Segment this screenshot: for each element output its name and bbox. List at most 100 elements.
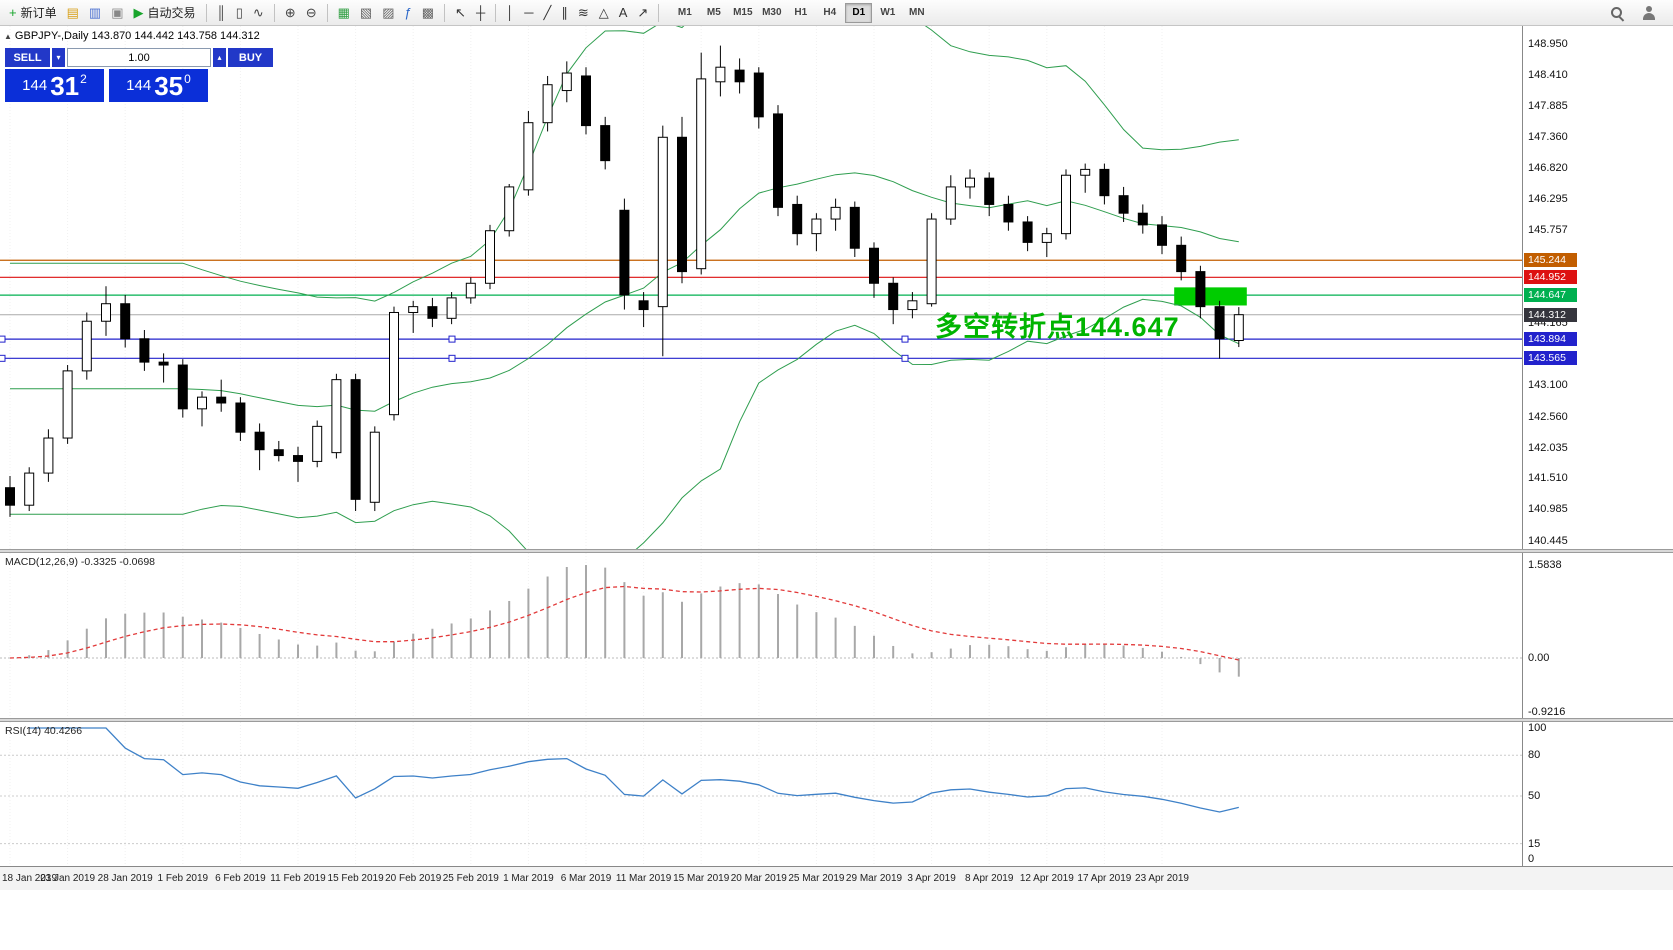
macd-axis: 1.5838 0.00 -0.9216 xyxy=(1522,553,1673,718)
channel-icon: ∥ xyxy=(561,5,568,20)
date-label: 20 Feb 2019 xyxy=(385,873,442,884)
bollinger-lower-band xyxy=(10,298,1240,549)
fibonacci-icon[interactable]: ≋ xyxy=(574,3,593,23)
macd-signal-line xyxy=(9,585,1239,661)
rsi-label: RSI(14) 40.4266 xyxy=(5,725,83,737)
new-order-button[interactable]: + 新订单 xyxy=(5,3,61,23)
timeframe-h4[interactable]: H4 xyxy=(823,7,837,18)
timeframe-h1[interactable]: H1 xyxy=(794,7,808,18)
toolbar-separator xyxy=(326,3,328,22)
sell-price[interactable]: 144 31 2 xyxy=(5,69,104,102)
line-handle[interactable] xyxy=(448,335,456,343)
timeframe-m1[interactable]: M1 xyxy=(677,7,692,18)
search-icon[interactable] xyxy=(1609,5,1625,21)
zoom-in-icon[interactable]: ⊕ xyxy=(281,3,300,23)
auto-trading-button[interactable]: ▶ 自动交易 xyxy=(130,3,200,23)
arrange-windows-icon[interactable]: ▨ xyxy=(378,3,398,23)
cascade-windows-icon[interactable]: ▧ xyxy=(356,3,376,23)
panel-separator[interactable] xyxy=(0,549,1673,553)
arrange-windows-icon: ▨ xyxy=(382,5,395,20)
buy-price[interactable]: 144 35 0 xyxy=(109,69,208,102)
new-order-icon: + xyxy=(9,5,17,20)
zoom-out-icon: ⊖ xyxy=(305,5,317,20)
highlight-rectangle[interactable] xyxy=(1174,287,1247,306)
macd-scale-label: 1.5838 xyxy=(1528,559,1562,572)
navigator-icon: ▥ xyxy=(88,5,102,20)
price-level-badge: 143.894 xyxy=(1524,332,1577,347)
price-tick: 146.295 xyxy=(1528,192,1568,205)
price-tick: 148.950 xyxy=(1528,37,1568,50)
buy-price-sup: 0 xyxy=(184,71,191,86)
account-icon[interactable] xyxy=(1641,5,1657,21)
toolbar-separator xyxy=(273,3,275,22)
volume-input[interactable] xyxy=(67,48,211,67)
tile-windows-icon: ▦ xyxy=(337,5,350,20)
tile-windows-icon[interactable]: ▦ xyxy=(334,3,354,23)
text-label-icon[interactable]: A xyxy=(615,3,632,23)
price-level-badge: 143.565 xyxy=(1524,351,1577,366)
bar-chart-icon[interactable]: ║ xyxy=(213,3,230,23)
line-handle[interactable] xyxy=(0,354,6,362)
crosshair-icon[interactable]: ┼ xyxy=(472,3,489,23)
terminal-icon[interactable]: ▣ xyxy=(107,3,127,23)
zoom-out-icon[interactable]: ⊖ xyxy=(302,3,321,23)
sell-price-sup: 2 xyxy=(80,71,87,86)
channel-icon[interactable]: ∥ xyxy=(557,3,572,23)
trendline-icon[interactable]: ╱ xyxy=(540,3,556,23)
timeframe-w1[interactable]: W1 xyxy=(880,7,896,18)
indicators-icon[interactable]: ƒ xyxy=(401,3,416,23)
timeframe-m15[interactable]: M15 xyxy=(733,7,753,18)
line-handle[interactable] xyxy=(0,335,6,343)
chart-window-icon[interactable]: ▤ xyxy=(63,3,83,23)
bar-chart-icon: ║ xyxy=(216,5,226,20)
date-label: 1 Mar 2019 xyxy=(503,873,554,884)
new-order-button-label: 新订单 xyxy=(20,6,57,20)
time-axis: 18 Jan 2019 23 Jan 2019 28 Jan 2019 1 Feb 2… xyxy=(0,866,1673,890)
date-label: 23 Jan 2019 xyxy=(40,873,96,884)
timeframe-mn[interactable]: MN xyxy=(909,7,925,18)
price-tick: 147.360 xyxy=(1528,130,1568,143)
shapes-icon[interactable]: △ xyxy=(595,3,613,23)
navigator-icon[interactable]: ▥ xyxy=(85,3,105,23)
timeframe-d1[interactable]: D1 xyxy=(845,2,873,23)
date-label: 20 Mar 2019 xyxy=(730,873,787,884)
sell-price-big: 31 xyxy=(50,70,80,101)
line-handle[interactable] xyxy=(901,354,909,362)
indicators-icon: ƒ xyxy=(404,5,412,20)
templates-icon[interactable]: ▩ xyxy=(418,3,438,23)
date-label: 8 Apr 2019 xyxy=(965,873,1014,884)
toolbar-separator xyxy=(205,3,207,22)
line-handle[interactable] xyxy=(448,354,456,362)
arrow-tool-icon[interactable]: ↗ xyxy=(633,3,652,23)
line-chart-icon[interactable]: ∿ xyxy=(249,3,268,23)
buy-button[interactable]: BUY xyxy=(228,48,273,67)
line-handle[interactable] xyxy=(901,335,909,343)
macd-panel: MACD(12,26,9) -0.3325 -0.0698 1.5838 0.00… xyxy=(0,553,1673,718)
price-tick: 147.885 xyxy=(1528,100,1568,113)
vertical-line-icon[interactable]: │ xyxy=(502,3,518,23)
collapse-triangle-icon[interactable]: ▲ xyxy=(4,32,12,41)
trade-prices-row: 144 31 2 144 35 0 xyxy=(5,69,209,102)
price-tick: 145.757 xyxy=(1528,224,1568,237)
annotation-text[interactable]: 多空转折点144.647 xyxy=(935,312,1180,342)
toolbar-right xyxy=(1609,5,1657,21)
volume-decrease-button[interactable]: ▾ xyxy=(52,48,65,67)
chart-window-icon: ▤ xyxy=(66,5,79,20)
date-label: 23 Apr 2019 xyxy=(1135,873,1189,884)
candlestick-chart-icon[interactable]: ▯ xyxy=(232,3,247,23)
text-label-icon: A xyxy=(618,5,628,20)
date-label: 25 Feb 2019 xyxy=(442,873,499,884)
sell-button[interactable]: SELL xyxy=(5,48,50,67)
timeframe-m30[interactable]: M30 xyxy=(762,7,782,18)
chart-symbol-ohlc: ▲ GBPJPY-,Daily 143.870 144.442 143.758 1… xyxy=(4,30,260,42)
candlestick-chart xyxy=(0,26,1522,549)
volume-increase-button[interactable]: ▴ xyxy=(213,48,226,67)
horizontal-line-icon[interactable]: ─ xyxy=(520,3,537,23)
horizontal-line-icon: ─ xyxy=(524,5,534,20)
cursor-icon[interactable]: ↖ xyxy=(451,3,470,23)
arrow-tool-icon: ↗ xyxy=(637,5,649,20)
timeframe-m5[interactable]: M5 xyxy=(706,7,721,18)
price-axis: 148.950 148.410 147.885 147.360 146.820 146.2… xyxy=(1522,26,1673,549)
panel-separator[interactable] xyxy=(0,718,1673,722)
